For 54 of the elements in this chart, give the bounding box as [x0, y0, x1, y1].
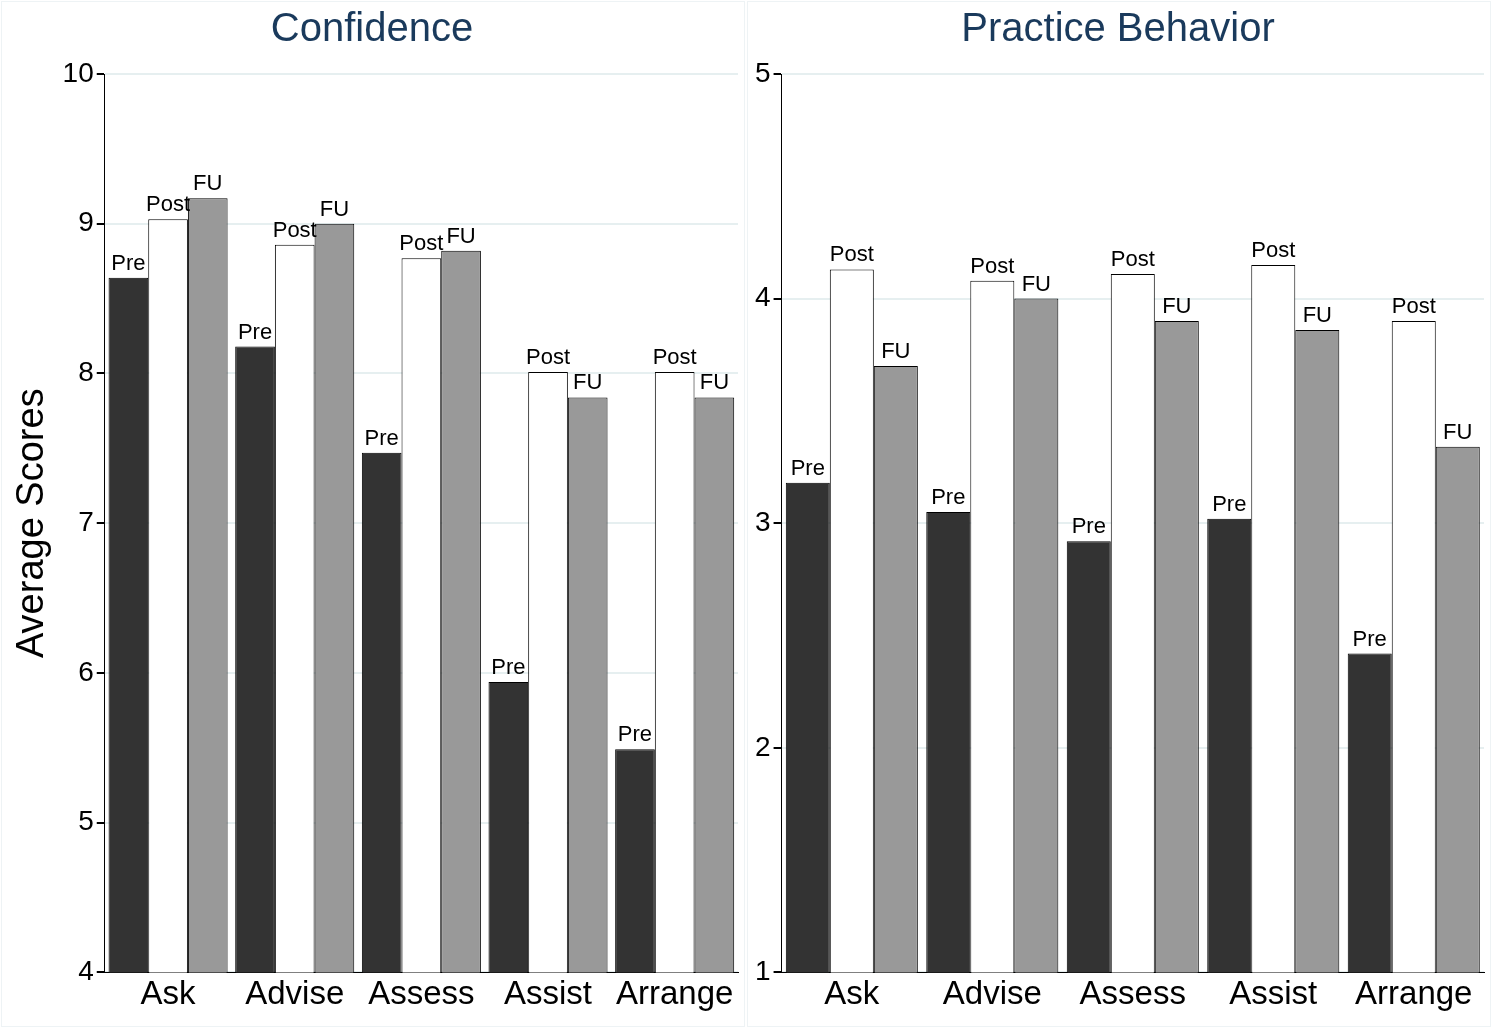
text: FU — [1162, 293, 1192, 319]
text: Post — [526, 344, 571, 370]
text: Pre — [1352, 625, 1387, 651]
x-tick-label: Arrange — [1355, 974, 1473, 1012]
x-tick-label: Advise — [942, 974, 1042, 1012]
y-tick-label: 7 — [78, 505, 94, 537]
x-tick-label: Assess — [368, 974, 475, 1012]
text: Post — [272, 216, 317, 242]
text: FU — [193, 170, 223, 196]
y-tick-label: 3 — [754, 505, 771, 537]
x-tick-label: Assist — [504, 974, 593, 1012]
text: FU — [699, 369, 730, 395]
series-label: FU — [1302, 302, 1332, 328]
text: Pre — [364, 424, 399, 450]
text: FU — [573, 369, 603, 395]
y-tick-label: 2 — [754, 730, 771, 762]
chart-title: Practice Behavior — [961, 5, 1275, 50]
y-tick-label: 4 — [754, 281, 771, 313]
text: FU — [1021, 270, 1051, 296]
text: Pre — [237, 318, 273, 344]
text: FU — [446, 222, 476, 248]
x-tick-label: Assess — [1079, 974, 1186, 1012]
x-tick-label: Advise — [245, 974, 345, 1012]
text: Post — [829, 241, 874, 267]
y-tick-label: 4 — [78, 955, 94, 987]
text: Post — [652, 344, 697, 370]
series-label: Pre — [491, 653, 526, 679]
series-label: Post — [1110, 245, 1155, 271]
text: FU — [881, 338, 911, 364]
series-label: Pre — [1071, 513, 1106, 539]
series-label: Post — [399, 230, 444, 256]
y-tick-label: 5 — [754, 56, 771, 88]
x-tick-label: Ask — [824, 974, 880, 1012]
text: FU — [1443, 418, 1473, 444]
x-tick-label: Ask — [140, 974, 197, 1012]
x-tick-label: Assist — [1229, 974, 1318, 1012]
text: Pre — [1212, 490, 1247, 516]
y-tick-label: 1 — [754, 955, 771, 987]
y-axis-title: Average Scores — [9, 388, 52, 659]
text: Post — [1251, 236, 1296, 262]
y-tick-label: 6 — [78, 655, 94, 687]
text: Pre — [111, 249, 146, 275]
text: Pre — [790, 454, 825, 480]
chart-title: Confidence — [270, 5, 474, 50]
text: Post — [1391, 293, 1436, 319]
series-label: FU — [319, 195, 350, 221]
y-tick-label: 10 — [62, 56, 94, 88]
text: Post — [970, 252, 1015, 278]
y-tick-label: 9 — [78, 206, 94, 238]
y-tick-label: 5 — [78, 805, 94, 837]
text: Pre — [617, 721, 653, 747]
text: Pre — [931, 484, 966, 510]
y-tick-label: 8 — [78, 356, 94, 388]
x-tick-label: Arrange — [615, 974, 734, 1012]
